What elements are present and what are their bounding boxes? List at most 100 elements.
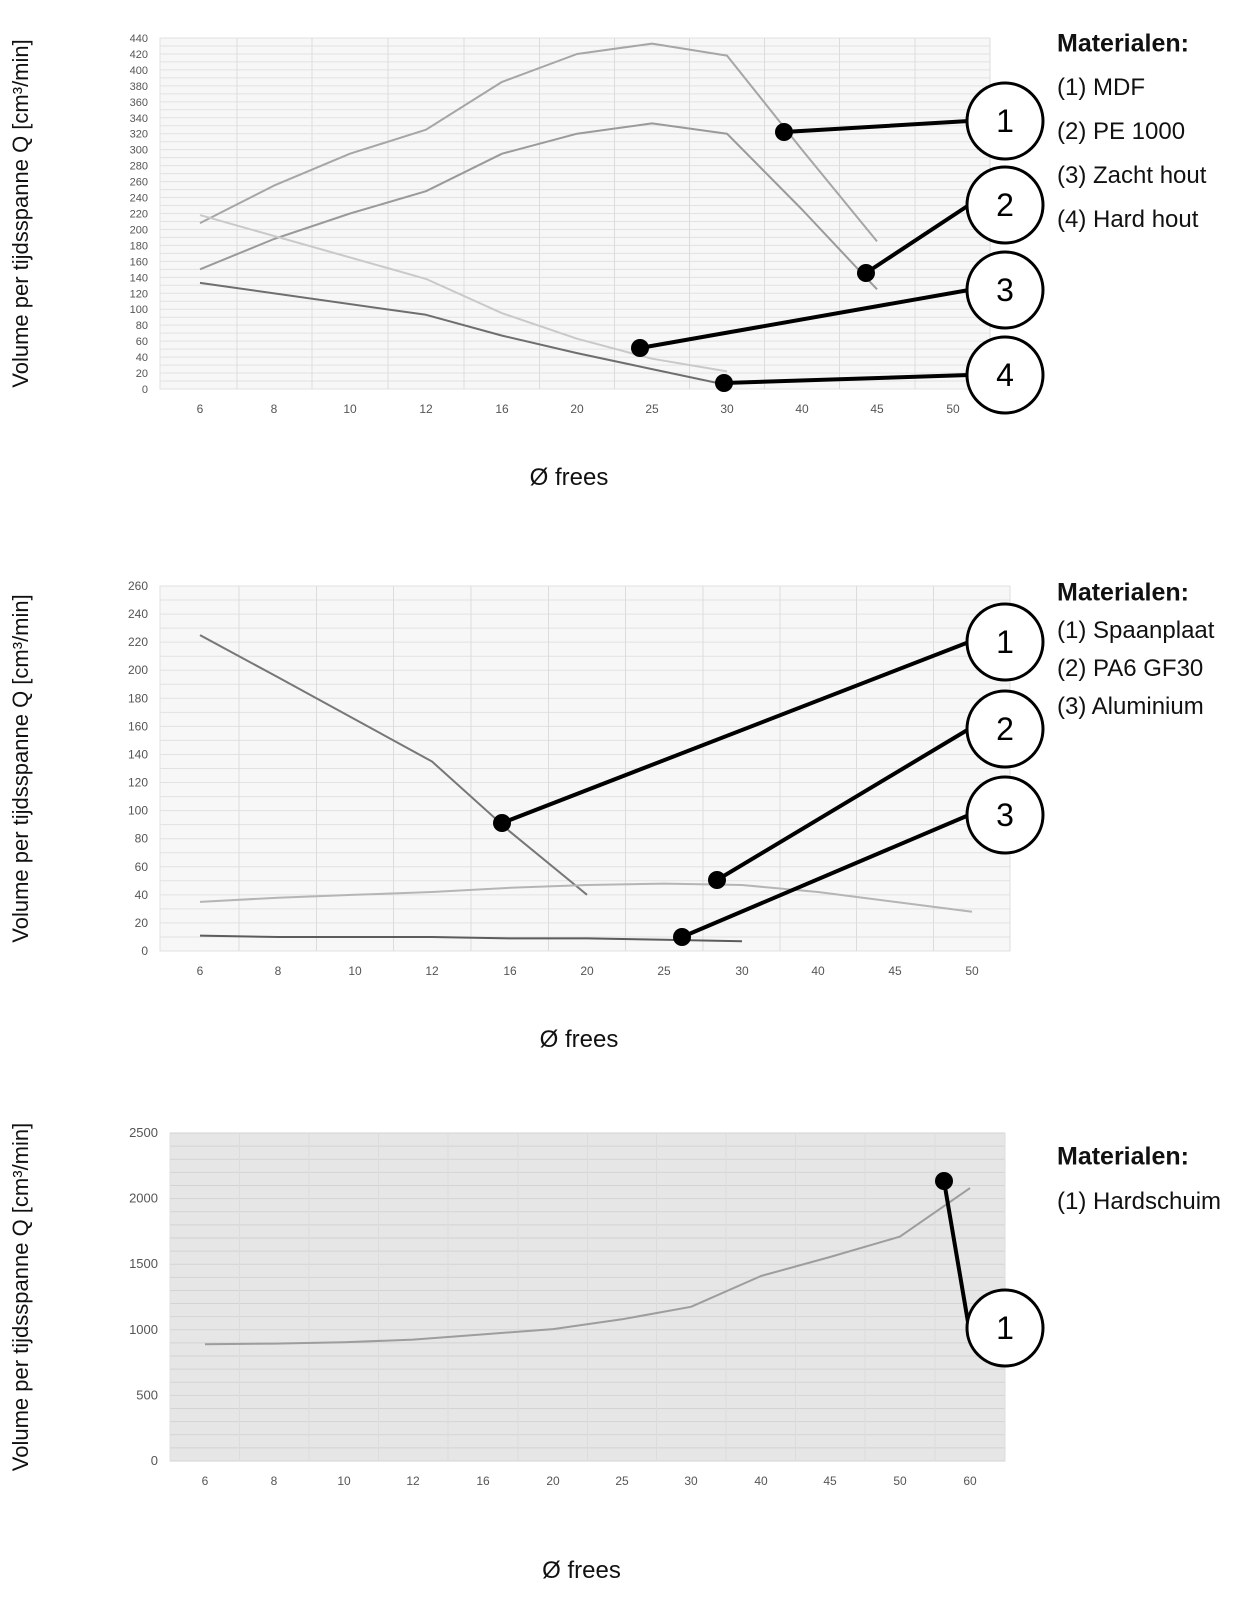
callout-number: 2 bbox=[996, 187, 1014, 223]
y-tick-label: 1500 bbox=[129, 1256, 158, 1271]
y-tick-label: 140 bbox=[130, 272, 148, 284]
callout-circle bbox=[965, 165, 1045, 245]
x-tick-label: 6 bbox=[197, 402, 204, 416]
series-line-3 bbox=[199, 214, 728, 373]
series-line-1 bbox=[204, 1187, 971, 1346]
y-tick-label: 340 bbox=[130, 113, 148, 125]
legend-entry: (3) Zacht hout bbox=[1057, 162, 1207, 189]
y-tick-label: 220 bbox=[128, 635, 148, 649]
legend-title: Materialen: bbox=[1057, 30, 1189, 58]
x-tick-label: 30 bbox=[684, 1474, 698, 1488]
legend-entry: (1) MDF bbox=[1057, 74, 1145, 101]
series-line-4 bbox=[199, 281, 728, 386]
y-tick-label: 1000 bbox=[129, 1322, 158, 1337]
y-tick-label: 80 bbox=[136, 320, 148, 332]
callout-number: 1 bbox=[996, 624, 1014, 660]
callout-number: 1 bbox=[996, 1310, 1014, 1346]
x-tick-label: 12 bbox=[425, 964, 439, 978]
y-tick-label: 440 bbox=[130, 33, 148, 45]
chart-1: 0204060801001201401601802002202402602803… bbox=[8, 30, 1207, 491]
y-tick-label: 2000 bbox=[129, 1191, 158, 1206]
x-tick-label: 60 bbox=[963, 1474, 977, 1488]
x-tick-label: 12 bbox=[406, 1474, 420, 1488]
y-axis-title: Volume per tijdsspanne Q [cm³/min] bbox=[8, 594, 33, 942]
x-axis-title: Ø frees bbox=[530, 464, 609, 491]
y-tick-label: 500 bbox=[136, 1387, 158, 1402]
x-tick-label: 16 bbox=[495, 402, 509, 416]
callout-dot bbox=[775, 123, 793, 141]
y-tick-label: 400 bbox=[130, 65, 148, 77]
x-tick-label: 6 bbox=[202, 1474, 209, 1488]
y-tick-label: 100 bbox=[130, 304, 148, 316]
x-tick-label: 20 bbox=[580, 964, 594, 978]
x-tick-label: 6 bbox=[197, 964, 204, 978]
x-tick-label: 40 bbox=[795, 402, 809, 416]
x-tick-label: 40 bbox=[754, 1474, 768, 1488]
legend-entry: (2) PA6 GF30 bbox=[1057, 655, 1203, 682]
y-tick-label: 160 bbox=[128, 719, 148, 733]
x-tick-label: 25 bbox=[615, 1474, 629, 1488]
chart-3: 0 500 1000 1500 2000 2500 6 8 10 12 16 20 25 30 40 45 50… bbox=[8, 1123, 1221, 1584]
x-tick-label: 30 bbox=[720, 402, 734, 416]
y-tick-label: 140 bbox=[128, 747, 148, 761]
y-tick-label: 320 bbox=[130, 129, 148, 141]
callout-dot bbox=[857, 264, 875, 282]
y-tick-label: 80 bbox=[135, 832, 149, 846]
legend-entry: (3) Aluminium bbox=[1057, 693, 1204, 720]
callout-circle bbox=[965, 602, 1045, 682]
legend-title: Materialen: bbox=[1057, 579, 1189, 607]
series-line-1 bbox=[199, 634, 588, 896]
y-tick-label: 20 bbox=[136, 368, 148, 380]
callout-connector bbox=[864, 203, 971, 275]
y-axis-title: Volume per tijdsspanne Q [cm³/min] bbox=[8, 39, 33, 387]
y-tick-label: 380 bbox=[130, 81, 148, 93]
y-tick-label: 100 bbox=[128, 804, 148, 818]
x-tick-label: 10 bbox=[343, 402, 357, 416]
y-tick-label: 120 bbox=[128, 776, 148, 790]
y-tick-label: 420 bbox=[130, 49, 148, 61]
y-tick-label: 120 bbox=[130, 288, 148, 300]
callout-circle bbox=[965, 81, 1045, 161]
callout-circle bbox=[965, 335, 1045, 415]
x-tick-label: 45 bbox=[870, 402, 884, 416]
y-tick-label: 40 bbox=[136, 352, 148, 364]
x-tick-label: 8 bbox=[271, 1474, 278, 1488]
legend-title: Materialen: bbox=[1057, 1143, 1189, 1171]
series-line-2 bbox=[199, 882, 973, 913]
y-tick-label: 60 bbox=[135, 860, 149, 874]
callout-dot bbox=[935, 1172, 953, 1190]
x-tick-label: 10 bbox=[348, 964, 362, 978]
x-tick-label: 8 bbox=[271, 402, 278, 416]
x-tick-label: 16 bbox=[476, 1474, 490, 1488]
callout-connector bbox=[782, 119, 971, 134]
legend-entry: (4) Hard hout bbox=[1057, 206, 1199, 233]
y-axis-title: Volume per tijdsspanne Q [cm³/min] bbox=[8, 1123, 33, 1471]
y-tick-label: 0 bbox=[151, 1453, 158, 1468]
x-tick-label: 30 bbox=[735, 964, 749, 978]
series-line-2 bbox=[199, 122, 878, 290]
x-tick-label: 45 bbox=[823, 1474, 837, 1488]
callout-circle bbox=[965, 775, 1045, 855]
y-tick-label: 220 bbox=[130, 209, 148, 221]
y-tick-label: 0 bbox=[142, 384, 148, 396]
callout-connector bbox=[500, 640, 971, 825]
x-tick-label: 20 bbox=[546, 1474, 560, 1488]
legend-entry: (1) Hardschuim bbox=[1057, 1188, 1221, 1215]
y-tick-label: 2500 bbox=[129, 1125, 158, 1140]
callout-connector bbox=[942, 1179, 971, 1330]
y-tick-label: 20 bbox=[135, 916, 149, 930]
x-tick-label: 10 bbox=[337, 1474, 351, 1488]
y-tick-label: 240 bbox=[128, 607, 148, 621]
y-tick-label: 260 bbox=[130, 177, 148, 189]
callout-connector bbox=[722, 373, 971, 385]
callout-circle bbox=[965, 1288, 1045, 1368]
callout-number: 2 bbox=[996, 711, 1014, 747]
y-tick-label: 200 bbox=[128, 663, 148, 677]
series-line-1 bbox=[199, 42, 878, 243]
callout-number: 1 bbox=[996, 103, 1014, 139]
y-tick-label: 300 bbox=[130, 145, 148, 157]
callout-connector bbox=[638, 288, 971, 350]
callout-circle bbox=[965, 250, 1045, 330]
